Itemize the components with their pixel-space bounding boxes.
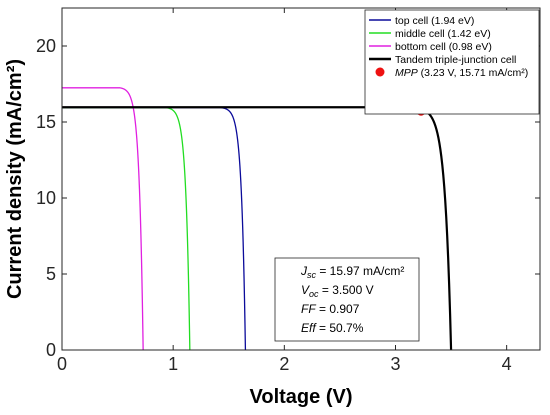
x-tick-label: 4	[502, 354, 512, 374]
x-tick-label: 0	[57, 354, 67, 374]
legend-box	[364, 9, 540, 115]
stat-line: Eff = 50.7%	[301, 321, 364, 335]
legend-label: top cell (1.94 eV)	[395, 15, 474, 27]
legend: top cell (1.94 eV)middle cell (1.42 eV)b…	[364, 9, 540, 115]
legend-label: middle cell (1.42 eV)	[395, 28, 491, 40]
stat-symbol: Eff	[301, 321, 317, 335]
axis-ticks: 0 1 2 3 4 0 5 10 15 20	[36, 8, 540, 374]
y-tick-label: 0	[46, 340, 56, 360]
stat-symbol: FF	[301, 302, 316, 316]
legend-label: bottom cell (0.98 eV)	[395, 41, 492, 53]
x-tick-label: 2	[279, 354, 289, 374]
mpp-label-italic: MPP	[395, 67, 418, 79]
y-tick-label: 15	[36, 112, 56, 132]
legend-label: Tandem triple-junction cell	[395, 54, 516, 66]
stat-symbol: J	[300, 264, 308, 278]
x-tick-label: 1	[168, 354, 178, 374]
plot-frame	[61, 7, 541, 351]
y-tick-label: 10	[36, 188, 56, 208]
legend-mpp-label: MPP (3.23 V, 15.71 mA/cm²)	[395, 67, 528, 79]
stat-symbol: V	[301, 283, 310, 297]
mpp-label-rest: (3.23 V, 15.71 mA/cm²)	[418, 67, 529, 79]
x-axis-label: Voltage (V)	[250, 386, 353, 408]
legend-mpp-swatch	[375, 67, 385, 77]
stat-line: FF = 0.907	[301, 302, 360, 316]
x-tick-label: 3	[390, 354, 400, 374]
stat-value: = 3.500 V	[319, 283, 374, 297]
stats-frame	[274, 257, 420, 342]
stat-value: = 50.7%	[316, 321, 364, 335]
stat-subscript: sc	[307, 270, 317, 280]
stat-line: Jsc = 15.97 mA/cm²	[300, 264, 404, 280]
y-tick-label: 20	[36, 36, 56, 56]
stat-value: = 15.97 mA/cm²	[316, 264, 404, 278]
stat-subscript: oc	[309, 289, 319, 299]
y-tick-label: 5	[46, 264, 56, 284]
stat-line: Voc = 3.500 V	[301, 283, 374, 299]
y-axis-label: Current density (mA/cm²)	[4, 59, 26, 299]
stat-value: = 0.907	[316, 302, 360, 316]
series-line	[61, 87, 144, 351]
